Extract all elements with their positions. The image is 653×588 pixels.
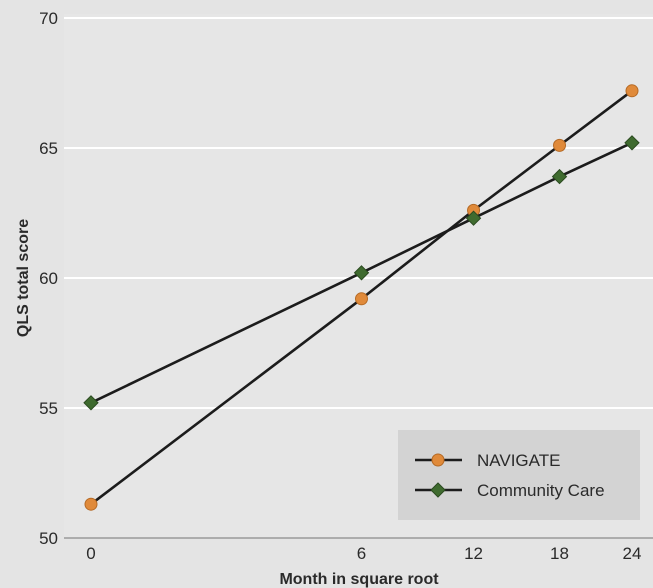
legend-entry: Community Care xyxy=(415,481,605,500)
y-axis-label: QLS total score xyxy=(15,219,32,337)
x-tick-label: 18 xyxy=(550,544,569,563)
data-point-circle xyxy=(355,292,368,306)
x-axis-label: Month in square root xyxy=(279,571,439,588)
legend-entry: NAVIGATE xyxy=(415,451,560,470)
y-tick-label: 65 xyxy=(39,139,58,158)
series xyxy=(83,84,640,511)
legend-box xyxy=(398,430,640,520)
data-point-diamond xyxy=(465,210,482,226)
legend-marker xyxy=(431,453,445,467)
data-point-diamond xyxy=(83,395,99,411)
x-tick-label: 0 xyxy=(86,544,95,563)
data-point-circle xyxy=(625,84,639,98)
legend-label: NAVIGATE xyxy=(477,451,560,470)
x-tick-label: 24 xyxy=(623,544,642,563)
y-tick-label: 50 xyxy=(39,529,58,548)
x-tick-label: 6 xyxy=(357,544,366,563)
y-tick-label: 70 xyxy=(39,9,58,28)
y-tick-labels: 50 55 60 65 70 xyxy=(39,9,58,548)
series-community-care xyxy=(83,135,640,411)
data-point-diamond xyxy=(551,168,568,185)
legend-label: Community Care xyxy=(477,481,605,500)
data-point-circle xyxy=(553,138,567,152)
data-point-diamond xyxy=(624,135,640,151)
x-tick-labels: 0 6 12 18 24 xyxy=(86,544,641,563)
y-tick-label: 55 xyxy=(39,399,58,418)
legend: NAVIGATE Community Care xyxy=(398,430,640,520)
series-navigate xyxy=(84,84,639,511)
y-tick-label: 60 xyxy=(39,269,58,288)
data-point-diamond xyxy=(353,265,370,281)
legend-marker xyxy=(430,482,446,498)
x-tick-label: 12 xyxy=(464,544,483,563)
data-point-circle xyxy=(84,497,98,511)
